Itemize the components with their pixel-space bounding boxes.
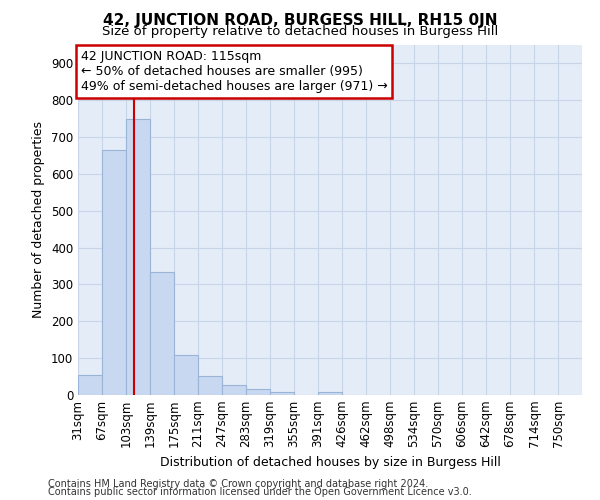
Bar [102,150,126,395]
Bar [246,390,270,395]
Text: Contains public sector information licensed under the Open Government Licence v3: Contains public sector information licen… [48,487,472,497]
Y-axis label: Number of detached properties: Number of detached properties [32,122,46,318]
X-axis label: Distribution of detached houses by size in Burgess Hill: Distribution of detached houses by size … [160,456,500,469]
Bar [126,118,150,395]
Bar [270,392,294,395]
Text: 42 JUNCTION ROAD: 115sqm
← 50% of detached houses are smaller (995)
49% of semi-: 42 JUNCTION ROAD: 115sqm ← 50% of detach… [80,50,387,93]
Bar [174,355,198,395]
Bar [222,384,246,395]
Text: Contains HM Land Registry data © Crown copyright and database right 2024.: Contains HM Land Registry data © Crown c… [48,479,428,489]
Bar [198,376,222,395]
Text: 42, JUNCTION ROAD, BURGESS HILL, RH15 0JN: 42, JUNCTION ROAD, BURGESS HILL, RH15 0J… [103,12,497,28]
Bar [78,374,102,395]
Bar [150,272,174,395]
Bar [318,392,342,395]
Text: Size of property relative to detached houses in Burgess Hill: Size of property relative to detached ho… [102,25,498,38]
